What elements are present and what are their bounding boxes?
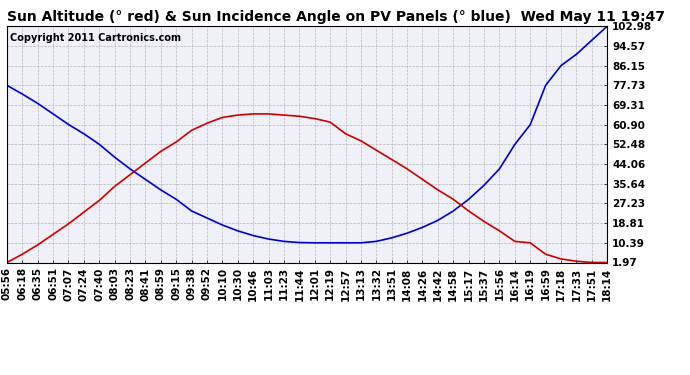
Text: Sun Altitude (° red) & Sun Incidence Angle on PV Panels (° blue)  Wed May 11 19:: Sun Altitude (° red) & Sun Incidence Ang… [7, 10, 665, 24]
Text: Copyright 2011 Cartronics.com: Copyright 2011 Cartronics.com [10, 33, 181, 44]
